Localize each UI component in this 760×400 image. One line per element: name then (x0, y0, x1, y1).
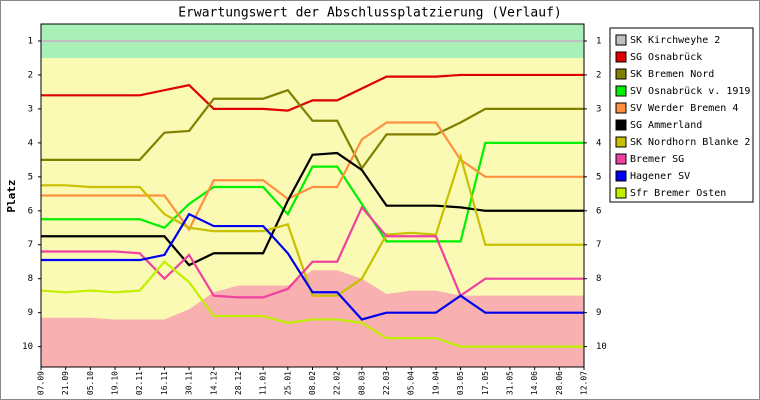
x-tick-label: 14.06 (530, 371, 539, 395)
x-tick-label: 25.01 (283, 371, 292, 395)
x-tick-label: 30.11 (185, 371, 194, 395)
series-line (41, 212, 584, 321)
y-tick-label-right: 5 (596, 172, 601, 182)
y-axis-title: Platz (5, 179, 18, 212)
x-tick-label: 05.04 (407, 371, 416, 395)
legend-swatch (615, 153, 627, 165)
series-line (40, 260, 584, 348)
legend-swatch (615, 34, 627, 46)
y-tick-label-right: 3 (596, 104, 601, 114)
series-line (41, 205, 584, 299)
y-tick-label-right: 8 (596, 274, 601, 284)
x-tick-label: 19.10 (111, 371, 120, 395)
series-line (41, 88, 584, 171)
series-line (41, 121, 584, 232)
y-tick-label: 1 (28, 36, 33, 46)
legend-label: SK Nordhorn Blanke 2 (630, 137, 750, 148)
legend-swatch (615, 68, 627, 80)
x-tick-label: 17.05 (481, 371, 490, 395)
x-tick-label: 07.09 (37, 371, 46, 395)
y-tick-label: 8 (28, 274, 33, 284)
series-line (41, 152, 584, 297)
y-tick-label: 7 (28, 240, 33, 250)
legend-label: Bremer SG (630, 154, 684, 165)
y-tick-label-right: 2 (596, 70, 601, 80)
y-tick-label-right: 1 (596, 36, 601, 46)
y-tick-label: 3 (28, 104, 33, 114)
x-tick-label: 02.11 (135, 371, 144, 395)
x-tick-label: 05.10 (86, 371, 95, 395)
legend-swatch (615, 85, 627, 97)
y-tick-label: 10 (22, 342, 33, 352)
legend-label: SV Werder Bremen 4 (630, 103, 738, 114)
y-tick-label: 2 (28, 70, 33, 80)
series-line (41, 151, 584, 267)
legend-swatch (615, 51, 627, 63)
x-tick-label: 19.04 (431, 371, 440, 395)
legend-label: Hagener SV (630, 171, 690, 182)
x-tick-label: 11.01 (259, 371, 268, 395)
y-tick-label-right: 9 (596, 308, 601, 318)
x-tick-label: 03.05 (456, 371, 465, 395)
series-line (41, 141, 584, 243)
x-tick-label: 21.09 (61, 371, 70, 395)
legend-label: SG Osnabrück (630, 52, 702, 63)
chart-title: Erwartungswert der Abschlussplatzierung … (178, 6, 562, 21)
x-tick-label: 28.06 (555, 371, 564, 395)
legend-swatch (615, 102, 627, 114)
legend-swatch (615, 170, 627, 182)
legend-label: SG Ammerland (630, 120, 702, 131)
legend-label: Sfr Bremer Osten (630, 188, 726, 199)
y-tick-label: 5 (28, 172, 33, 182)
y-tick-label-right: 6 (596, 206, 601, 216)
y-tick-label-right: 7 (596, 240, 601, 250)
y-tick-label-right: 10 (596, 342, 607, 352)
x-tick-label: 31.05 (505, 371, 514, 395)
legend-box (609, 27, 754, 203)
x-tick-label: 22.03 (382, 371, 391, 395)
y-tick-label: 4 (28, 138, 33, 148)
y-tick-label-right: 4 (596, 138, 601, 148)
x-tick-label: 14.12 (209, 371, 218, 395)
x-tick-label: 08.02 (308, 371, 317, 395)
legend-swatch (615, 119, 627, 131)
y-tick-label: 6 (28, 206, 33, 216)
x-tick-label: 16.11 (160, 371, 169, 395)
x-tick-label: 08.03 (357, 371, 366, 395)
plot-frame (40, 23, 585, 368)
legend-label: SK Kirchweyhe 2 (630, 35, 720, 46)
legend-swatch (615, 136, 627, 148)
y-tick-label: 9 (28, 308, 33, 318)
legend-label: SV Osnabrück v. 1919 (630, 86, 750, 97)
legend-label: SK Bremen Nord (630, 69, 714, 80)
series-line (41, 73, 584, 112)
x-tick-label: 28.12 (234, 371, 243, 395)
x-tick-label: 12.07 (580, 371, 589, 395)
legend-swatch (615, 187, 627, 199)
x-tick-label: 22.02 (333, 371, 342, 395)
